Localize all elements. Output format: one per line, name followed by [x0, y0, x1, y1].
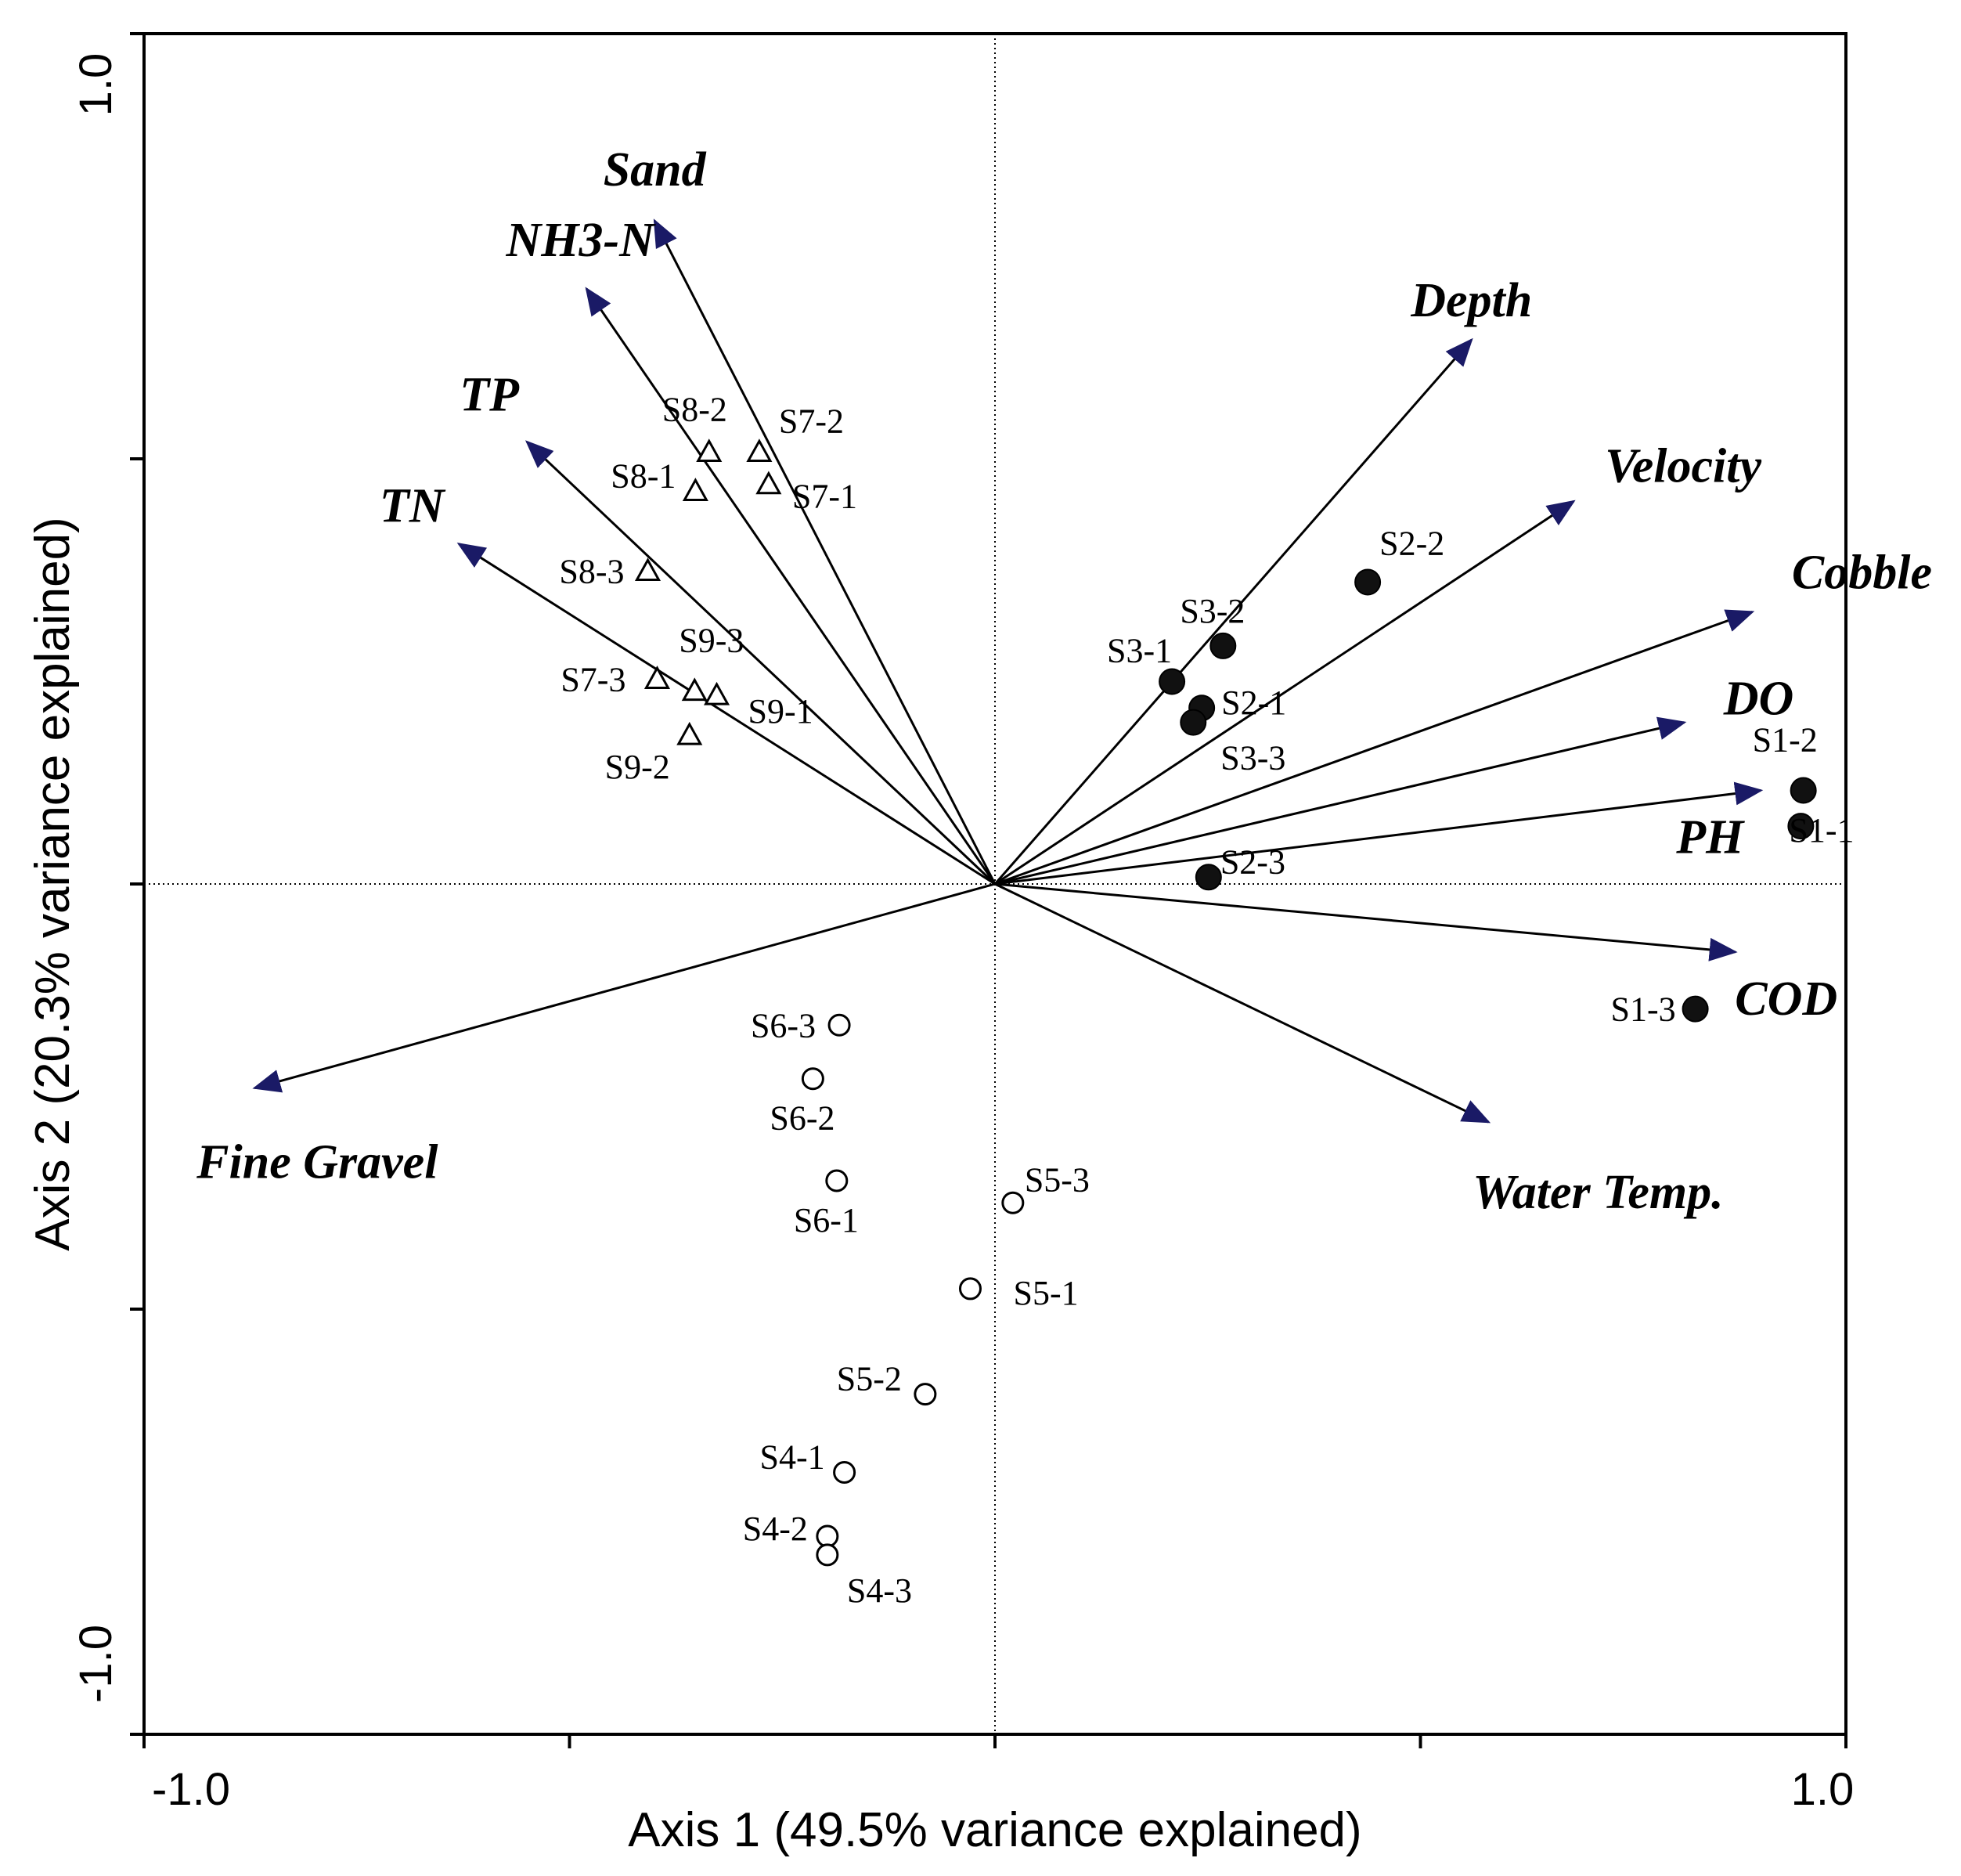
- site-marker-s1-1: [1787, 813, 1815, 840]
- x-tick-label-max: 1.0: [1791, 1764, 1855, 1815]
- site-label-s7-2: S7-2: [779, 402, 844, 440]
- vector-label-cobble: Cobble: [1792, 546, 1932, 599]
- site-marker-s4-2: [816, 1524, 839, 1548]
- site-marker-s8-3: [634, 557, 661, 582]
- vector-label-ph: PH: [1675, 811, 1745, 864]
- vector-arrow-tp: [524, 440, 997, 886]
- y-tick-label-min: -1.0: [70, 1625, 121, 1703]
- vector-arrow-cobble: [994, 609, 1755, 886]
- y-tick-label-max: 1.0: [70, 53, 121, 117]
- site-marker-s9-2: [676, 721, 703, 745]
- site-marker-s9-1: [704, 681, 730, 705]
- site-label-s3-3: S3-3: [1220, 739, 1285, 777]
- site-marker-s5-3: [1001, 1191, 1025, 1214]
- site-marker-s6-2: [801, 1067, 824, 1091]
- vector-label-nh3-n: NH3-N: [506, 214, 657, 267]
- site-marker-s8-1: [682, 478, 708, 501]
- vector-arrow-do: [994, 716, 1687, 886]
- site-label-s5-3: S5-3: [1025, 1160, 1090, 1199]
- site-label-s6-2: S6-2: [770, 1099, 835, 1138]
- site-marker-s7-1: [755, 471, 782, 495]
- axis-ticks: [130, 32, 1847, 1748]
- site-label-s4-2: S4-2: [743, 1510, 808, 1548]
- vector-label-velocity: Velocity: [1605, 439, 1761, 492]
- site-label-s1-1: S1-1: [1789, 811, 1854, 850]
- site-label-s4-1: S4-1: [759, 1438, 824, 1477]
- site-marker-s1-2: [1790, 777, 1817, 804]
- site-label-s7-3: S7-3: [561, 660, 625, 698]
- vector-arrow-sand: [653, 218, 997, 885]
- site-marker-s1-3: [1682, 995, 1709, 1023]
- vector-arrow-water-temp: [994, 882, 1491, 1124]
- vector-label-water-temp: Water Temp.: [1473, 1166, 1723, 1219]
- site-label-s2-3: S2-3: [1220, 842, 1285, 881]
- site-marker-s2-3: [1195, 864, 1222, 891]
- site-label-s8-3: S8-3: [559, 552, 624, 590]
- vector-label-tp: TP: [460, 368, 520, 421]
- site-marker-s8-2: [696, 438, 723, 463]
- site-marker-s6-1: [825, 1169, 849, 1192]
- site-label-s5-2: S5-2: [837, 1360, 902, 1398]
- site-marker-s3-3: [1180, 709, 1207, 736]
- site-label-s1-2: S1-2: [1753, 721, 1818, 759]
- site-label-s5-1: S5-1: [1013, 1274, 1078, 1312]
- y-axis-title: Axis 2 (20.3% variance explained): [26, 517, 80, 1250]
- site-marker-s2-2: [1354, 568, 1382, 596]
- x-axis-title: Axis 1 (49.5% variance explained): [628, 1803, 1361, 1857]
- site-label-s2-1: S2-1: [1221, 684, 1286, 722]
- site-marker-s7-3: [643, 666, 671, 689]
- site-marker-s5-2: [914, 1383, 937, 1406]
- vector-label-sand: Sand: [604, 143, 707, 197]
- site-marker-s3-2: [1209, 632, 1237, 659]
- site-label-s9-1: S9-1: [748, 692, 813, 731]
- vector-label-tn: TN: [380, 480, 446, 533]
- site-marker-s9-3: [681, 677, 708, 702]
- site-label-s1-3: S1-3: [1610, 990, 1675, 1029]
- vector-arrow-velocity: [994, 500, 1576, 886]
- site-label-s3-2: S3-2: [1180, 592, 1245, 630]
- site-marker-s3-1: [1159, 668, 1186, 695]
- site-label-s6-3: S6-3: [751, 1006, 816, 1044]
- site-label-s8-1: S8-1: [611, 456, 676, 495]
- site-marker-s7-2: [746, 438, 773, 463]
- vector-arrow-ph: [994, 781, 1764, 886]
- site-label-s6-1: S6-1: [794, 1201, 859, 1239]
- environment-vectors: Sand NH3-N TP TN Depth Velocity Cobble DO PH COD W…: [196, 143, 1932, 1219]
- x-tick-label-min: -1.0: [152, 1764, 230, 1815]
- site-points: S1-1 S1-2 S1-3 S2-1 S2-2 S2-3 S3-1S3-2 S3-3 S4-1…: [559, 390, 1854, 1610]
- site-marker-s6-3: [827, 1013, 851, 1037]
- vector-arrow-cod: [994, 882, 1738, 961]
- site-marker-s4-3: [816, 1543, 839, 1567]
- site-label-s2-2: S2-2: [1379, 524, 1444, 562]
- vector-arrow-fine-gravel: [252, 882, 996, 1093]
- site-marker-s5-1: [958, 1277, 982, 1301]
- site-label-s9-3: S9-3: [679, 621, 744, 659]
- site-label-s3-1: S3-1: [1107, 632, 1172, 670]
- vector-label-cod: COD: [1735, 972, 1837, 1026]
- vector-arrow-tn: [456, 542, 996, 886]
- site-label-s9-2: S9-2: [605, 748, 670, 786]
- vector-arrow-depth: [993, 337, 1473, 885]
- site-marker-s4-1: [833, 1461, 856, 1485]
- vector-label-depth: Depth: [1410, 274, 1532, 327]
- site-label-s7-1: S7-1: [792, 478, 857, 516]
- vector-arrow-nh3-n: [585, 287, 997, 885]
- vector-label-do: DO: [1723, 673, 1794, 726]
- vector-label-fine-gravel: Fine Gravel: [196, 1136, 438, 1189]
- site-label-s4-3: S4-3: [847, 1571, 912, 1610]
- site-label-s8-2: S8-2: [662, 390, 727, 428]
